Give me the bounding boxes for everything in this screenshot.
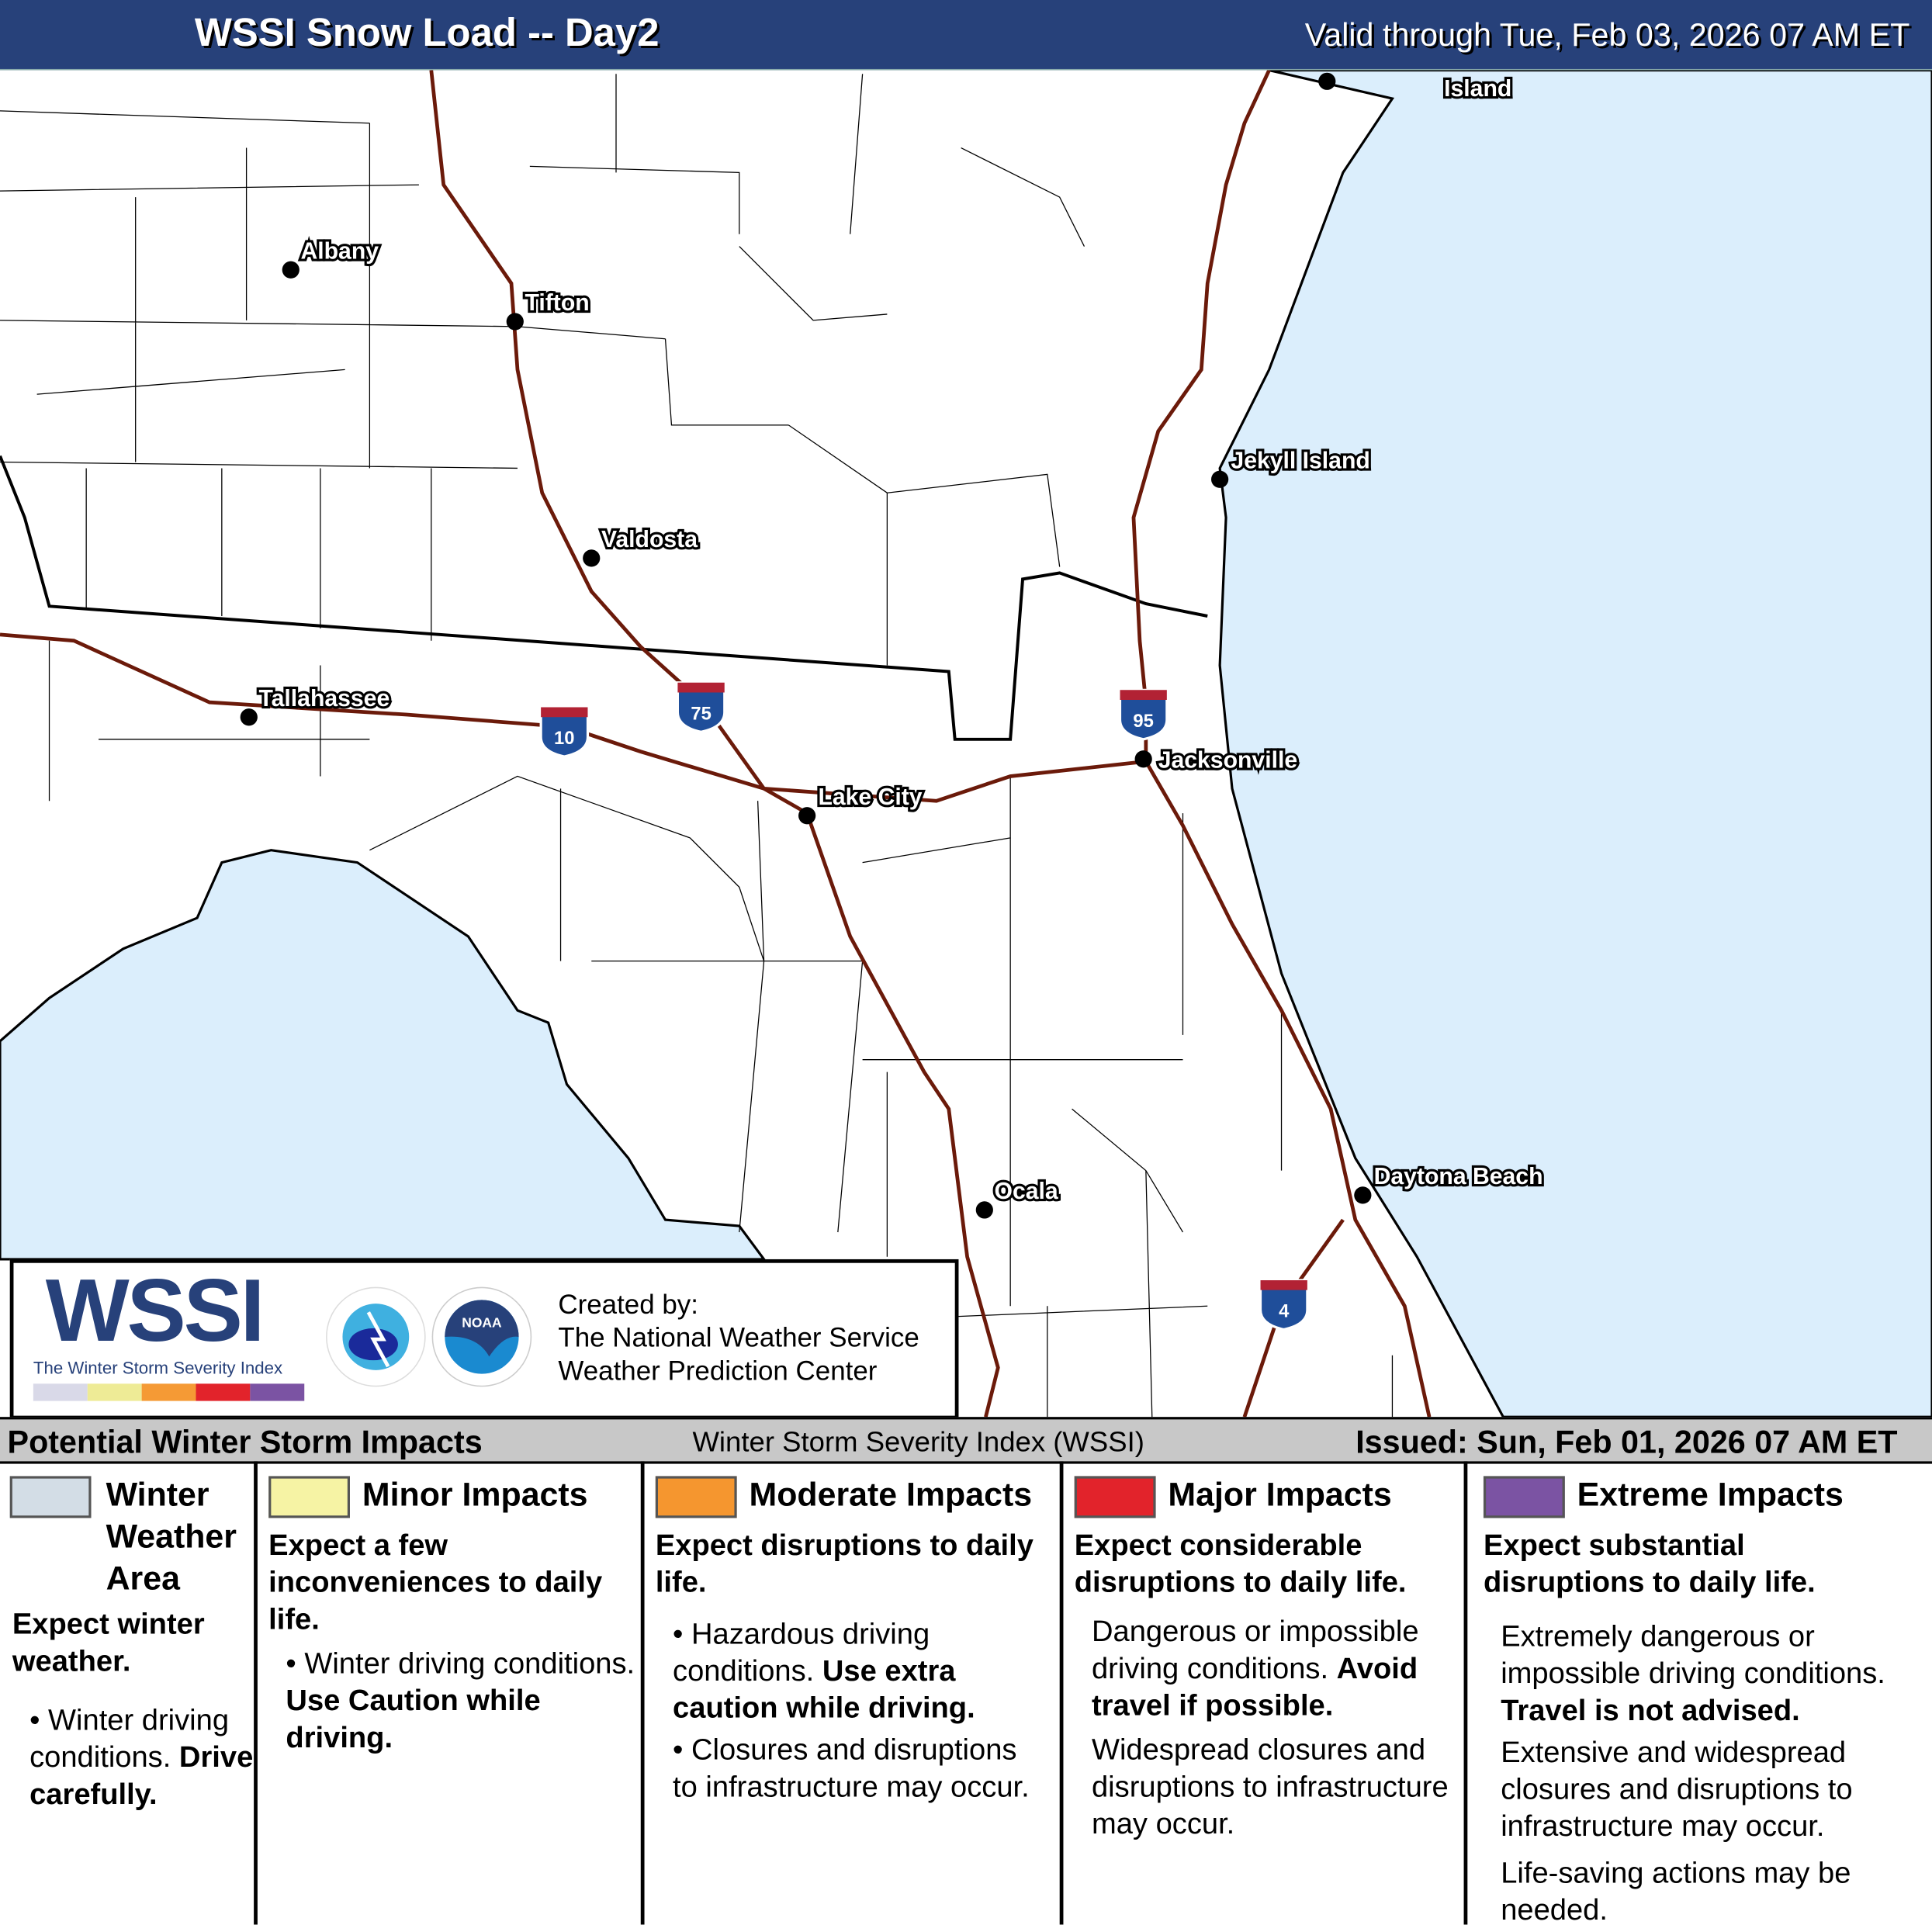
swatch-winter-weather-area	[9, 1476, 92, 1518]
city-dot	[1354, 1186, 1372, 1204]
state-line-ga-fl	[0, 455, 1208, 741]
legend-winter-weather-area: Winter Weather Area Expect winter weathe…	[0, 1461, 258, 1925]
index-name: Winter Storm Severity Index (WSSI)	[692, 1425, 1144, 1458]
legend-moderate: Moderate Impacts Expect disruptions to d…	[643, 1461, 1064, 1925]
city-label-jacksonville: Jacksonville	[1158, 747, 1297, 773]
legend-bullet: • Hazardous driving conditions. Use extr…	[673, 1618, 975, 1726]
city-label-tifton: Tifton	[525, 290, 589, 316]
legend-text: Extremely dangerous or impossible drivin…	[1501, 1620, 1885, 1728]
noaa-text: NOAA	[462, 1314, 502, 1330]
legend-head: Expect disruptions to daily life.	[655, 1529, 1034, 1600]
city-dot	[1318, 72, 1336, 90]
org-wpc: Weather Prediction Center	[558, 1355, 878, 1387]
legend-header-strip: Potential Winter Storm Impacts Winter St…	[0, 1417, 1932, 1464]
legend-text: Dangerous or impossible driving conditio…	[1091, 1615, 1419, 1723]
org-nws: The National Weather Service	[558, 1321, 919, 1353]
legend-label: Minor Impacts	[362, 1476, 588, 1514]
interstate-shields: 10 75 95 4	[539, 681, 1309, 1331]
legend-text: Extensive and widespread closures and di…	[1501, 1736, 1853, 1844]
swatch-extreme	[1483, 1476, 1565, 1518]
noaa-logo-icon: NOAA	[431, 1286, 532, 1387]
scale-swatch	[250, 1383, 305, 1401]
city-dot	[798, 807, 816, 825]
issued-time: Issued: Sun, Feb 01, 2026 07 AM ET	[1356, 1423, 1898, 1460]
legend-bullet: • Winter driving conditions. Drive caref…	[29, 1704, 254, 1812]
legend-label: Moderate Impacts	[749, 1476, 1033, 1514]
created-by: Created by:	[558, 1289, 698, 1320]
scale-swatch	[33, 1383, 88, 1401]
swatch-minor	[268, 1476, 350, 1518]
city-dot	[1134, 750, 1152, 768]
legend-minor: Minor Impacts Expect a few inconvenience…	[256, 1461, 645, 1925]
city-dot	[240, 708, 258, 726]
legend-bullet: • Winter driving conditions. Use Caution…	[286, 1647, 635, 1755]
legend-bullet: • Closures and disruptions to infrastruc…	[673, 1733, 1030, 1804]
city-dot	[506, 313, 524, 331]
map-title: WSSI Snow Load -- Day2	[194, 9, 660, 54]
impact-legend: Winter Weather Area Expect winter weathe…	[0, 1461, 1932, 1932]
interstate-shield-75: 75	[676, 681, 726, 733]
legend-head: Expect considerable disruptions to daily…	[1074, 1529, 1407, 1600]
interstate-shield-4: 4	[1259, 1279, 1309, 1331]
legend-label: Winter Weather Area	[106, 1476, 237, 1598]
legend-label: Major Impacts	[1168, 1476, 1392, 1514]
wssi-subtitle: The Winter Storm Severity Index	[33, 1357, 283, 1378]
swatch-moderate	[655, 1476, 737, 1518]
legend-major: Major Impacts Expect considerable disrup…	[1062, 1461, 1468, 1925]
interstate-shield-10: 10	[539, 705, 590, 758]
credits: Created by: The National Weather Service…	[558, 1287, 919, 1387]
swatch-major	[1074, 1476, 1156, 1518]
legend-head: Expect winter weather.	[12, 1608, 205, 1678]
legend-head: Expect substantial disruptions to daily …	[1483, 1529, 1816, 1600]
legend-title: Potential Winter Storm Impacts	[7, 1423, 483, 1460]
scale-swatch	[196, 1383, 251, 1401]
city-label-jekyll-island: Jekyll Island	[1231, 448, 1369, 473]
city-label-valdosta: Valdosta	[601, 527, 698, 552]
legend-text: Widespread closures and disruptions to i…	[1091, 1733, 1449, 1841]
city-label-albany: Albany	[300, 238, 379, 264]
logo-box: WSSI The Winter Storm Severity Index NOA…	[9, 1259, 959, 1420]
city-label-daytona-beach: Daytona Beach	[1374, 1164, 1543, 1189]
legend-head: Expect a few inconveniences to daily lif…	[268, 1529, 603, 1636]
wssi-color-scale	[33, 1383, 305, 1401]
city-label-tallahassee: Tallahassee	[258, 686, 390, 712]
legend-label: Extreme Impacts	[1577, 1476, 1844, 1514]
shield-4-label: 4	[1279, 1301, 1290, 1322]
shield-95-label: 95	[1133, 711, 1154, 732]
gulf-of-mexico	[0, 849, 767, 1261]
city-dot	[282, 261, 299, 279]
i10-route	[0, 632, 1147, 803]
valid-time: Valid through Tue, Feb 03, 2026 07 AM ET	[1304, 16, 1910, 54]
city-label-island: Island	[1444, 76, 1511, 102]
atlantic-ocean	[1218, 68, 1932, 1418]
city-dot	[975, 1201, 993, 1219]
legend-extreme: Extreme Impacts Expect substantial disru…	[1466, 1461, 1930, 1927]
wssi-logo: WSSI	[45, 1262, 265, 1361]
legend-text: Life-saving actions may be needed.	[1501, 1857, 1851, 1927]
city-dot	[583, 549, 601, 567]
map: 10 75 95 4 Albany Tifton Valdosta Tallah…	[0, 68, 1932, 1418]
city-dot	[1211, 470, 1229, 488]
city-label-lake-city: Lake City	[818, 784, 922, 810]
header-bar: WSSI Snow Load -- Day2 Valid through Tue…	[0, 0, 1932, 71]
nws-logo-icon	[326, 1286, 426, 1387]
shield-75-label: 75	[691, 703, 711, 724]
city-label-ocala: Ocala	[995, 1179, 1058, 1204]
cities: Albany Tifton Valdosta Tallahassee Lake …	[240, 72, 1546, 1219]
scale-swatch	[141, 1383, 196, 1401]
scale-swatch	[87, 1383, 142, 1401]
shield-10-label: 10	[554, 728, 575, 749]
interstate-shield-95: 95	[1118, 688, 1169, 741]
county-lines	[0, 74, 1394, 1418]
